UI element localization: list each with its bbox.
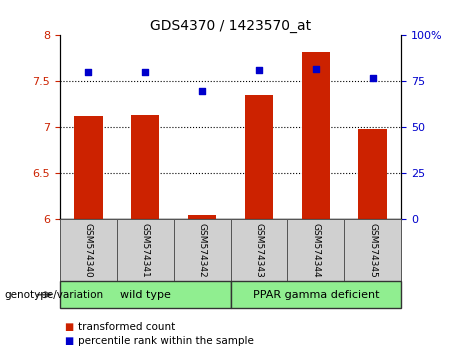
Text: GSM574342: GSM574342 — [198, 223, 207, 278]
Point — [312, 66, 319, 72]
Bar — [245, 95, 273, 219]
Bar — [301, 52, 330, 219]
Text: wild type: wild type — [120, 290, 171, 300]
Text: GSM574340: GSM574340 — [84, 223, 93, 278]
Point — [255, 68, 263, 73]
Point — [142, 69, 149, 75]
Text: ■: ■ — [65, 336, 74, 346]
Point — [198, 88, 206, 93]
Text: GSM574343: GSM574343 — [254, 223, 263, 278]
Bar — [188, 215, 216, 219]
Point — [369, 75, 376, 81]
Text: transformed count: transformed count — [78, 322, 176, 332]
Bar — [74, 116, 102, 219]
Text: PPAR gamma deficient: PPAR gamma deficient — [253, 290, 379, 300]
Text: GSM574345: GSM574345 — [368, 223, 377, 278]
Text: GSM574344: GSM574344 — [311, 223, 320, 278]
Point — [85, 69, 92, 75]
Text: genotype/variation: genotype/variation — [5, 290, 104, 300]
Text: GSM574341: GSM574341 — [141, 223, 150, 278]
Text: percentile rank within the sample: percentile rank within the sample — [78, 336, 254, 346]
Bar — [358, 129, 387, 219]
Text: ■: ■ — [65, 322, 74, 332]
Title: GDS4370 / 1423570_at: GDS4370 / 1423570_at — [150, 19, 311, 33]
Bar — [131, 115, 160, 219]
